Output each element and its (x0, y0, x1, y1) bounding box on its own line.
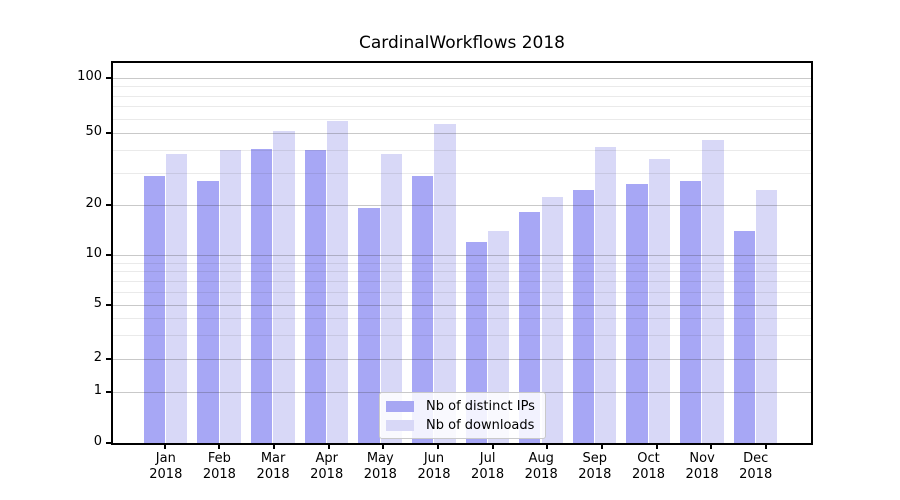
legend-swatch-distinct-ips (386, 400, 414, 412)
y-tick-label: 0 (93, 434, 102, 449)
minor-gridline (113, 335, 811, 337)
bar-distinct-ips (143, 175, 166, 443)
bar-downloads (166, 154, 188, 443)
x-tick-label: Mar 2018 (256, 451, 290, 482)
minor-gridline (113, 118, 811, 120)
x-tick-mark (491, 443, 494, 449)
minor-gridline (113, 280, 811, 282)
legend-item-distinct-ips: Nb of distinct IPs (386, 398, 535, 414)
x-tick-mark (218, 443, 221, 449)
y-tick-mark (106, 304, 113, 306)
x-tick-mark (163, 443, 166, 449)
plot-area (113, 63, 811, 443)
bar-downloads (219, 150, 242, 443)
x-tick-mark (327, 443, 330, 449)
minor-gridline (113, 291, 811, 293)
bar-distinct-ips (197, 181, 219, 443)
bar-distinct-ips (572, 190, 595, 443)
bar-downloads (487, 230, 510, 443)
bar-distinct-ips (626, 184, 648, 443)
x-tick-label: May 2018 (363, 451, 397, 482)
y-tick-label: 10 (85, 246, 102, 261)
x-tick-mark (546, 443, 549, 449)
major-gridline (113, 78, 811, 79)
major-gridline (113, 305, 811, 306)
minor-gridline (113, 95, 811, 97)
legend: Nb of distinct IPs Nb of downloads (379, 392, 546, 439)
x-tick-mark (600, 443, 603, 449)
y-tick-mark (106, 442, 113, 444)
x-tick-mark (710, 443, 713, 449)
major-gridline (113, 133, 811, 134)
y-tick-label: 50 (85, 124, 102, 139)
minor-gridline (113, 86, 811, 88)
x-tick-mark (272, 443, 275, 449)
legend-item-downloads: Nb of downloads (386, 417, 535, 433)
chart-title: CardinalWorkflows 2018 (359, 33, 565, 53)
x-tick-label: Nov 2018 (685, 451, 719, 482)
grid-layer (113, 63, 811, 443)
major-gridline (113, 359, 811, 360)
bar-downloads (756, 190, 778, 443)
bar-distinct-ips (680, 181, 702, 443)
minor-gridline (113, 106, 811, 108)
bar-distinct-ips (304, 150, 326, 443)
minor-gridline (113, 318, 811, 320)
y-tick-mark (106, 390, 113, 393)
bar-distinct-ips (358, 208, 380, 443)
legend-label-distinct-ips: Nb of distinct IPs (426, 398, 535, 414)
minor-gridline (113, 262, 811, 264)
major-gridline (113, 255, 811, 256)
bar-downloads (380, 154, 402, 443)
x-tick-mark (436, 443, 439, 449)
major-gridline (113, 204, 811, 206)
x-tick-label: Feb 2018 (202, 451, 236, 482)
x-tick-label: Apr 2018 (310, 451, 344, 482)
x-tick-mark (655, 443, 658, 449)
y-tick-label: 2 (93, 350, 102, 365)
minor-gridline (113, 172, 811, 174)
bar-downloads (702, 139, 724, 443)
x-tick-label: Sep 2018 (578, 451, 612, 482)
bar-downloads (327, 121, 349, 443)
legend-swatch-downloads (386, 419, 414, 431)
legend-label-downloads: Nb of downloads (426, 417, 535, 433)
bar-distinct-ips (251, 148, 273, 443)
x-tick-label: Oct 2018 (631, 451, 666, 482)
x-tick-label: Jul 2018 (471, 451, 505, 482)
x-tick-label: Jun 2018 (417, 451, 451, 482)
x-tick-mark (765, 443, 767, 449)
minor-gridline (113, 271, 811, 273)
y-tick-mark (106, 254, 113, 256)
bar-downloads (541, 197, 563, 443)
minor-gridline (113, 150, 811, 152)
bar-downloads (434, 124, 456, 443)
y-tick-mark (106, 132, 113, 134)
bar-distinct-ips (411, 175, 434, 443)
y-tick-mark (106, 358, 113, 360)
bar-distinct-ips (519, 212, 541, 443)
x-tick-mark (382, 443, 385, 449)
bar-downloads (273, 131, 295, 443)
x-tick-label: Dec 2018 (739, 451, 773, 482)
y-tick-label: 100 (77, 69, 102, 84)
bar-distinct-ips (733, 230, 755, 443)
y-tick-label: 20 (85, 195, 102, 211)
bar-downloads (595, 146, 617, 443)
bar-downloads (648, 158, 671, 443)
x-tick-label: Jan 2018 (149, 451, 183, 482)
y-tick-label: 5 (93, 296, 102, 311)
x-tick-label: Aug 2018 (524, 451, 558, 482)
y-tick-label: 1 (93, 382, 102, 398)
y-tick-mark (106, 77, 113, 79)
y-tick-mark (106, 203, 113, 206)
